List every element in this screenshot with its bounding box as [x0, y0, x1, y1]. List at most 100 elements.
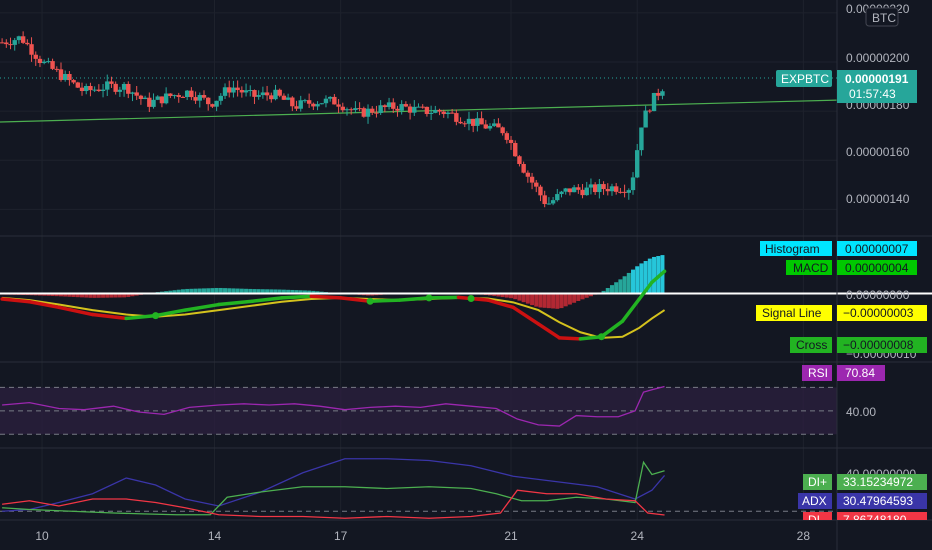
candle-body: [403, 104, 409, 107]
candle-body: [580, 189, 585, 196]
candle-body: [458, 121, 463, 124]
histogram-bar: [635, 266, 640, 294]
candle-body: [214, 100, 219, 107]
histogram-bar: [588, 293, 593, 297]
symbol-tag[interactable]: EXPBTC: [776, 70, 832, 87]
candle-body: [651, 92, 657, 112]
candle-body: [361, 108, 367, 117]
candle-body: [496, 123, 501, 128]
signal-line-value: −0.00000003: [843, 306, 914, 320]
time-axis[interactable]: 10 14 17 21 24 28: [35, 529, 810, 543]
macd-line-segment: [427, 295, 461, 300]
candle-body: [529, 176, 535, 183]
candle-body: [344, 109, 350, 111]
di-minus-value: 7.86748180: [843, 513, 907, 527]
candle-body: [643, 110, 648, 128]
candle-body: [357, 108, 362, 110]
macd-tag[interactable]: MACD 0.00000004: [786, 260, 917, 275]
histogram-bar: [563, 293, 568, 307]
candle-body: [382, 105, 388, 108]
time-tick-label: 21: [504, 529, 518, 543]
macd-line-segment: [536, 322, 562, 340]
candle-body: [33, 54, 38, 59]
candle-body: [407, 106, 413, 113]
candle-body: [243, 90, 249, 93]
cross-label: Cross: [796, 338, 827, 352]
candle-body: [332, 96, 337, 105]
candle-body: [613, 186, 619, 192]
di-minus-line: [2, 489, 665, 519]
histogram-bar: [639, 263, 644, 294]
price-tick-label: 0.00000140: [846, 192, 910, 206]
macd-line-segment: [578, 334, 604, 341]
candle-body: [147, 97, 152, 107]
histogram-bar: [652, 256, 657, 294]
histogram-bar: [96, 293, 101, 298]
candle-body: [290, 97, 295, 107]
candle-body: [235, 87, 240, 91]
histogram-bar: [538, 293, 543, 308]
candle-body: [197, 95, 202, 101]
candle-body: [479, 118, 484, 125]
candle-body: [58, 69, 64, 80]
histogram-bar: [631, 269, 636, 294]
trend-line[interactable]: [0, 99, 838, 123]
candle-body: [231, 87, 236, 93]
histogram-bar: [248, 288, 253, 294]
cross-marker: [597, 333, 605, 341]
histogram-bar: [88, 293, 93, 298]
cross-marker: [152, 312, 160, 320]
histogram-bar: [206, 288, 211, 294]
histogram-bar: [298, 290, 303, 294]
candle-body: [340, 106, 345, 111]
candle-body: [399, 104, 404, 111]
cross-marker: [366, 297, 374, 305]
macd-line-segment: [216, 299, 255, 307]
histogram-bar: [185, 288, 190, 294]
macd-line-segment: [511, 305, 541, 326]
histogram-bar: [500, 293, 505, 298]
cross-tag[interactable]: Cross −0.00000008: [790, 337, 927, 353]
candlestick-series[interactable]: [0, 31, 665, 208]
candle-body: [88, 85, 93, 91]
bar-countdown: 01:57:43: [849, 87, 896, 101]
candle-body: [20, 36, 26, 43]
candle-body: [538, 186, 543, 196]
rsi-series: [0, 385, 837, 435]
candle-body: [12, 40, 17, 45]
currency-badge[interactable]: BTC: [865, 7, 899, 27]
histogram-bar: [75, 293, 80, 298]
di-plus-tag[interactable]: DI+ 33.15234972: [803, 474, 927, 490]
candle-body: [8, 44, 13, 46]
rsi-tag[interactable]: RSI 70.84: [802, 365, 885, 381]
candle-body: [395, 108, 400, 111]
macd-line-segment: [309, 294, 343, 300]
histogram-bar: [580, 293, 585, 300]
candle-body: [281, 95, 287, 100]
dmi-series: [0, 458, 837, 519]
di-minus-tag[interactable]: DI- 7.86748180: [803, 512, 927, 527]
histogram-bar: [509, 293, 514, 299]
cross-marker: [425, 294, 433, 302]
signal-line-tag[interactable]: Signal Line −0.00000003: [756, 305, 927, 321]
histogram-bar: [609, 285, 614, 294]
adx-tag[interactable]: ADX 30.47964593: [798, 493, 927, 509]
candle-body: [0, 42, 5, 44]
candle-body: [222, 87, 228, 96]
candle-body: [205, 97, 211, 105]
macd-line-segment: [57, 305, 95, 317]
histogram-tag[interactable]: Histogram 0.00000007: [760, 241, 917, 256]
candle-body: [470, 118, 476, 126]
candle-body: [466, 118, 472, 124]
candle-body: [71, 80, 76, 83]
candle-body: [311, 103, 316, 107]
histogram-bar: [71, 293, 76, 297]
candle-body: [16, 36, 22, 41]
candle-body: [264, 92, 270, 96]
histogram-bar: [172, 290, 177, 294]
histogram-bar: [525, 293, 530, 304]
candle-body: [416, 106, 421, 108]
current-price-tag[interactable]: 0.00000191 01:57:43: [837, 70, 917, 103]
macd-line-segment: [280, 294, 313, 300]
